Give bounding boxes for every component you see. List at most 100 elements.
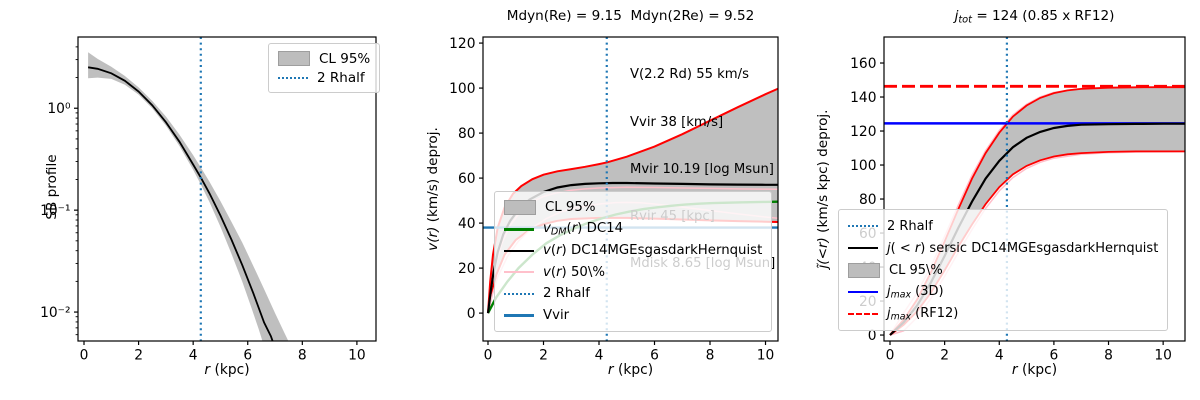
legend-item-label: v(r) DC14MGEsgasdarkHernquist — [543, 243, 763, 259]
x-tick-label: 6 — [650, 348, 659, 364]
y-tick-label: 160 — [850, 56, 876, 72]
x-tick-label: 10 — [348, 348, 366, 364]
legend-item: 2 Rhalf — [848, 215, 1158, 237]
legend-item: CL 95% — [278, 49, 370, 68]
y-tick-label: 100 — [850, 158, 876, 174]
x-tick-label: 8 — [706, 348, 715, 364]
sb-profile-axes-frame — [77, 36, 377, 342]
legend-item-label: j( < r) sersic DC14MGEsgasdarkHernquist — [887, 240, 1159, 256]
legend-item-label: CL 95\% — [889, 262, 943, 278]
y-tick-label: 120 — [449, 36, 475, 52]
annotation-line: Mvir 10.19 [log Msun] — [630, 161, 774, 177]
x-tick-label: 0 — [80, 348, 89, 364]
y-axis-label-middle: v(r) (km/s) deproj. — [425, 127, 441, 251]
legend-item: CL 95% — [504, 197, 762, 219]
annotation-line: Vvir 38 [km/s] — [630, 114, 724, 130]
x-tick-label: 6 — [243, 348, 252, 364]
y-tick-label: 20 — [458, 261, 476, 277]
right-panel-title: jtot = 124 (0.85 x RF12) — [884, 6, 1185, 26]
cl-95-band — [88, 52, 289, 341]
legend-item: Vvir — [504, 305, 762, 327]
legend-item: 2 Rhalf — [504, 283, 762, 305]
y-tick-label: 10⁻¹ — [40, 203, 70, 219]
title-jtot-rest: = 124 (0.85 x RF12) — [972, 8, 1115, 24]
legend-swatch-dotted — [504, 292, 534, 295]
legend-swatch-line — [504, 271, 534, 274]
legend-item: 2 Rhalf — [278, 68, 370, 87]
sb-median — [87, 66, 274, 341]
x-tick-label: 8 — [1104, 348, 1113, 364]
x-tick-label: 2 — [539, 348, 548, 364]
legend-swatch-patch — [278, 51, 310, 66]
annotation-line: V(2.2 Rd) 55 km/s — [630, 67, 749, 83]
legend-swatch-line — [504, 313, 534, 317]
x-tick-label: 4 — [189, 348, 198, 364]
sb-profile-ticks: 0 2 4 6 8 10 10⁰ 10⁻¹ 10⁻² — [40, 46, 366, 364]
angular-momentum-profile-legend: 2 Rhalf j( < r) sersic DC14MGEsgasdarkHer… — [838, 209, 1169, 331]
x-tick-label: 4 — [995, 348, 1004, 364]
y-axis-label-left: SB profile — [44, 154, 60, 220]
legend-item-label: 2 Rhalf — [543, 286, 590, 302]
velocity-profile-legend: CL 95% vDM(r) DC14 v(r) DC14MGEsgasdarkHer… — [494, 191, 773, 332]
sb-profile-legend: CL 95% 2 Rhalf — [268, 43, 381, 93]
cl-95-band — [890, 87, 1185, 335]
x-tick-label: 0 — [484, 348, 493, 364]
x-tick-label: 0 — [886, 348, 895, 364]
x-tick-label: 2 — [134, 348, 143, 364]
y-tick-label: 100 — [449, 81, 475, 97]
y-tick-label: 140 — [850, 90, 876, 106]
legend-swatch-line — [848, 290, 878, 294]
legend-item-label: CL 95% — [319, 50, 371, 67]
legend-item: j( < r) sersic DC14MGEsgasdarkHernquist — [848, 237, 1158, 259]
velocity-profile-axes-frame — [482, 36, 779, 342]
title-jtot-sub: tot — [958, 14, 972, 26]
y-tick-label: 10⁰ — [47, 101, 71, 117]
legend-swatch-patch — [848, 262, 880, 278]
legend-swatch-line — [504, 227, 534, 231]
y-axis-label-right: j̃(<r) (km/s kpc) deproj. — [815, 109, 831, 269]
legend-item-label: 2 Rhalf — [887, 218, 933, 234]
legend-item-label: CL 95% — [545, 200, 596, 216]
y-tick-label: 0 — [467, 306, 476, 322]
legend-item: v(r) DC14MGEsgasdarkHernquist — [504, 240, 762, 262]
legend-item-label: jmax (RF12) — [887, 305, 959, 323]
legend-swatch-dashed — [848, 313, 878, 315]
x-tick-label: 8 — [298, 348, 307, 364]
y-tick-label: 120 — [850, 124, 876, 140]
x-axis-label-middle: r (kpc) — [607, 362, 654, 378]
y-tick-label: 40 — [458, 216, 476, 232]
y-tick-label: 10⁻² — [40, 305, 70, 321]
legend-swatch-line — [848, 246, 878, 250]
legend-item: jmax (3D) — [848, 281, 1158, 303]
legend-item: CL 95\% — [848, 259, 1158, 281]
x-tick-label: 4 — [595, 348, 604, 364]
legend-item: vDM(r) DC14 — [504, 219, 762, 241]
title-jtot-base: j — [954, 8, 959, 24]
y-tick-label: 60 — [458, 171, 476, 187]
legend-swatch-dotted — [278, 76, 308, 79]
sb-profile-series — [87, 37, 289, 341]
legend-item-label: Vvir — [543, 307, 570, 323]
x-tick-label: 2 — [940, 348, 949, 364]
legend-item-label: jmax (3D) — [887, 283, 944, 301]
legend-swatch-dotted — [848, 225, 878, 227]
legend-item: jmax (RF12) — [848, 303, 1158, 325]
x-axis-label-right: r (kpc) — [1011, 362, 1058, 378]
x-axis-label-left: r (kpc) — [204, 362, 250, 378]
y-tick-label: 0 — [868, 328, 877, 344]
legend-item-label: v(r) 50\% — [543, 264, 605, 280]
legend-swatch-patch — [504, 200, 536, 216]
x-tick-label: 10 — [1154, 348, 1172, 364]
y-tick-label: 80 — [859, 192, 877, 208]
middle-panel-title: Mdyn(Re) = 9.15 Mdyn(2Re) = 9.52 — [506, 8, 755, 24]
angular-momentum-profile-axes-frame — [883, 36, 1186, 342]
x-tick-label: 6 — [1050, 348, 1059, 364]
legend-item-label: vDM(r) DC14 — [543, 220, 624, 238]
x-tick-label: 10 — [757, 348, 775, 364]
legend-item-label: 2 Rhalf — [317, 69, 365, 86]
legend-swatch-line — [504, 249, 534, 252]
y-tick-label: 80 — [458, 126, 476, 142]
legend-item: v(r) 50\% — [504, 262, 762, 284]
